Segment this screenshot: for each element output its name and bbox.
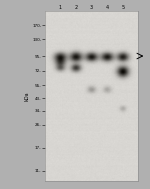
Y-axis label: kDa: kDa (24, 92, 30, 101)
